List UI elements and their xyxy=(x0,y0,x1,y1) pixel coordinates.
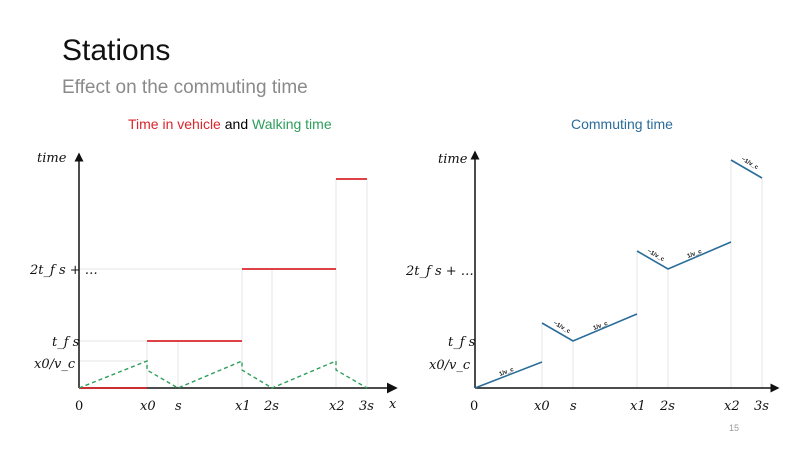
page-number: 15 xyxy=(729,423,740,433)
left-ytick-tfs: t_f s xyxy=(52,335,80,350)
xtick: x2 xyxy=(329,399,345,414)
xtick: 3s xyxy=(754,399,769,414)
xtick: x0 xyxy=(140,399,156,414)
left-x-label: x xyxy=(389,397,397,412)
slope-label: 1/v_c xyxy=(687,249,704,260)
right-ytick-x0vc: x0/v_c xyxy=(429,358,471,373)
xtick: x1 xyxy=(630,399,646,414)
xtick: s xyxy=(175,399,182,414)
right-gridlines xyxy=(541,160,763,388)
xtick: x0 xyxy=(534,399,550,414)
left-y-label: time xyxy=(37,151,67,166)
slope-label: 1/v_c xyxy=(499,367,516,378)
walking-label: Walking time xyxy=(252,116,332,132)
xtick: 0 xyxy=(75,399,83,414)
xtick: 3s xyxy=(359,399,374,414)
left-chart-title: Time in vehicle and Walking time xyxy=(128,116,332,132)
slope-label: −1/v_c xyxy=(740,157,760,172)
right-ytick-2tfs: 2t_f s + … xyxy=(405,264,474,279)
left-ytick-x0vc: x0/v_c xyxy=(34,357,76,372)
right-chart-title: Commuting time xyxy=(571,116,673,132)
right-y-label: time xyxy=(438,152,468,167)
xtick: 2s xyxy=(263,399,279,414)
title-and: and xyxy=(220,116,252,132)
slope-labels: 1/v_c −1/v_c 1/v_c −1/v_c 1/v_c −1/v_c xyxy=(499,157,760,378)
slope-label: 1/v_c xyxy=(593,321,610,332)
xtick: x1 xyxy=(235,399,251,414)
vehicle-time-lines xyxy=(79,178,367,389)
walking-time-lines xyxy=(78,359,368,389)
xtick: 0 xyxy=(470,399,478,414)
left-ytick-2tfs: 2t_f s + … xyxy=(29,263,98,278)
xtick: s xyxy=(570,399,577,414)
slide-title: Stations xyxy=(62,34,171,67)
right-x-ticks: 0 x0 s x1 2s x2 3s xyxy=(470,399,769,414)
xtick: 2s xyxy=(659,399,675,414)
left-x-ticks: 0 x0 s x1 2s x2 3s xyxy=(75,399,374,414)
vehicle-label: Time in vehicle xyxy=(128,116,221,132)
slope-label: −1/v_c xyxy=(552,321,572,336)
left-chart xyxy=(79,179,368,388)
slide-subtitle: Effect on the commuting time xyxy=(62,77,308,98)
xtick: x2 xyxy=(724,399,740,414)
right-ytick-tfs: t_f s xyxy=(448,335,476,350)
commute-time-lines xyxy=(474,159,763,389)
